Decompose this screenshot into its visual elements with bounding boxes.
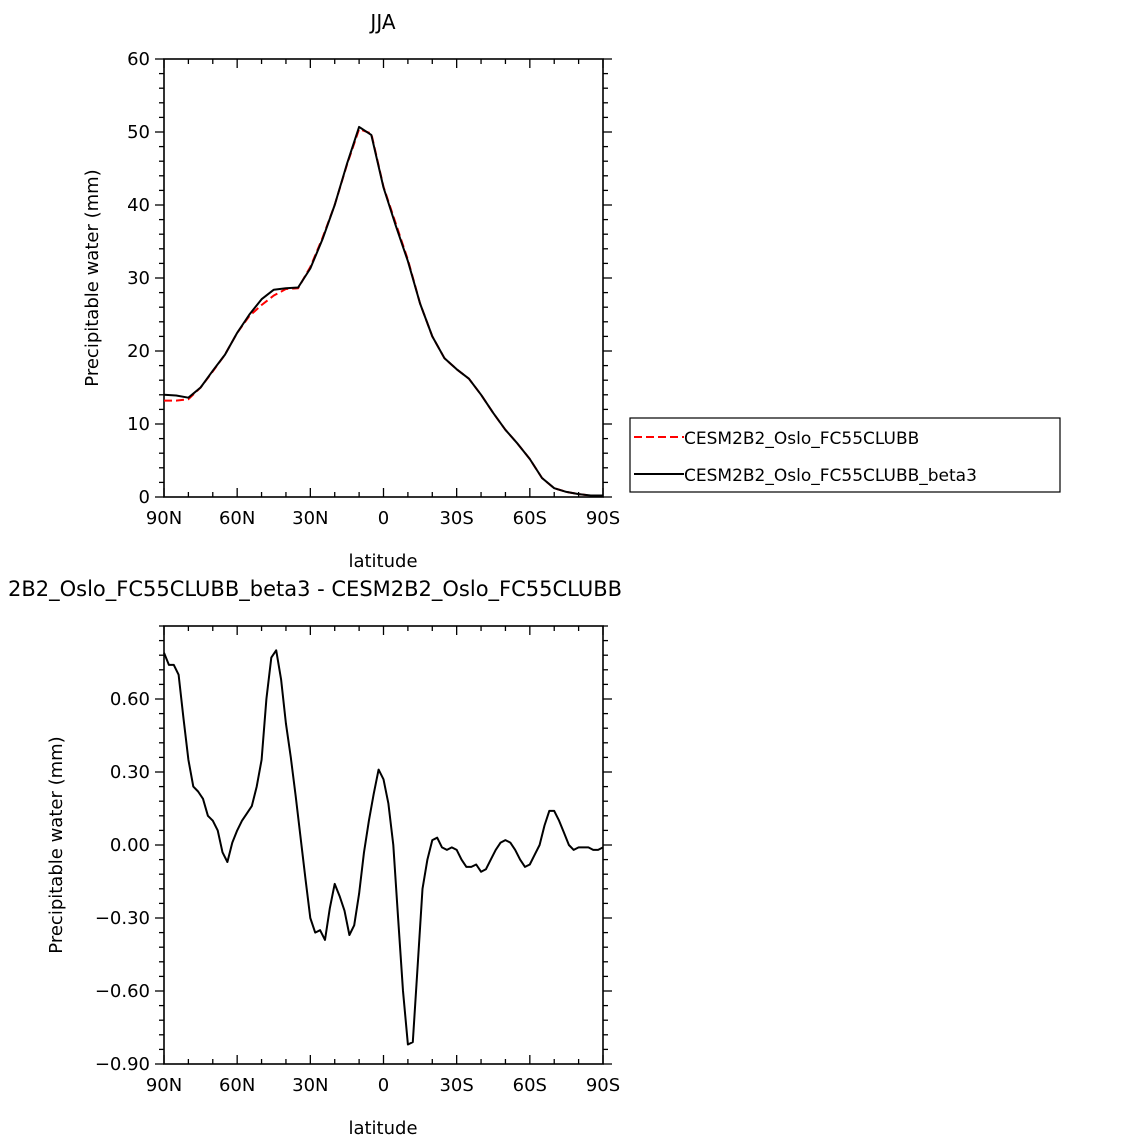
bottom-plot-panel: 90N 60N 30N 0 30S 60S 90S −0.90 −0.60 −0.30 0.00 0.…	[95, 625, 620, 1096]
bottom-y-tick-label: −0.90	[95, 1054, 150, 1075]
top-y-tick-label: 20	[127, 341, 150, 362]
top-y-tick-label: 40	[127, 195, 150, 216]
bottom-x-tick-label: 60N	[219, 1075, 255, 1096]
top-series-2-line	[163, 125, 603, 497]
top-x-tick-label: 60S	[513, 508, 547, 529]
bottom-y-tick-label: −0.60	[95, 981, 150, 1002]
bottom-series-1-line	[163, 649, 604, 1046]
bottom-chart-title: 2B2_Oslo_FC55CLUBB_beta3 - CESM2B2_Oslo_…	[8, 577, 622, 602]
top-y-tick-label: 50	[127, 122, 150, 143]
bottom-x-tick-label: 30N	[292, 1075, 328, 1096]
top-y-tick-label: 60	[127, 49, 150, 70]
bottom-y-tick-label: 0.30	[110, 762, 150, 783]
bottom-x-tick-label: 90N	[146, 1075, 182, 1096]
top-x-tick-label: 90S	[586, 508, 620, 529]
top-x-tick-label: 30S	[439, 508, 473, 529]
top-x-tick-label: 30N	[292, 508, 328, 529]
legend-box	[629, 417, 1061, 493]
bottom-y-tick-label: 0.60	[110, 689, 150, 710]
bottom-x-tick-label: 30S	[439, 1075, 473, 1096]
bottom-x-tick-label: 90S	[586, 1075, 620, 1096]
bottom-x-tick-label: 0	[378, 1075, 389, 1096]
top-x-tick-label: 60N	[219, 508, 255, 529]
top-y-tick-label: 0	[139, 487, 150, 508]
bottom-x-axis-label: latitude	[348, 1118, 417, 1139]
top-x-tick-label: 90N	[146, 508, 182, 529]
top-frame	[163, 58, 604, 498]
bottom-y-tick-label: 0.00	[110, 835, 150, 856]
legend-label-series-2: CESM2B2_Oslo_FC55CLUBB_beta3	[684, 466, 977, 486]
legend: CESM2B2_Oslo_FC55CLUBB CESM2B2_Oslo_FC55…	[629, 417, 1061, 493]
top-y-tick-label: 30	[127, 268, 150, 289]
bottom-frame	[163, 625, 604, 1065]
top-chart-title: JJA	[368, 10, 395, 34]
bottom-y-tick-label: −0.30	[95, 908, 150, 929]
top-y-axis-label: Precipitable water (mm)	[82, 169, 103, 386]
legend-label-series-1: CESM2B2_Oslo_FC55CLUBB	[684, 429, 919, 449]
bottom-x-tick-label: 60S	[513, 1075, 547, 1096]
top-plot-panel: 90N 60N 30N 0 30S 60S 90S 0 10 20 30 40 50 60	[127, 49, 620, 529]
top-x-tick-label: 0	[378, 508, 389, 529]
bottom-y-axis-label: Precipitable water (mm)	[46, 736, 67, 953]
top-y-tick-label: 10	[127, 414, 150, 435]
top-x-axis-label: latitude	[348, 551, 417, 572]
